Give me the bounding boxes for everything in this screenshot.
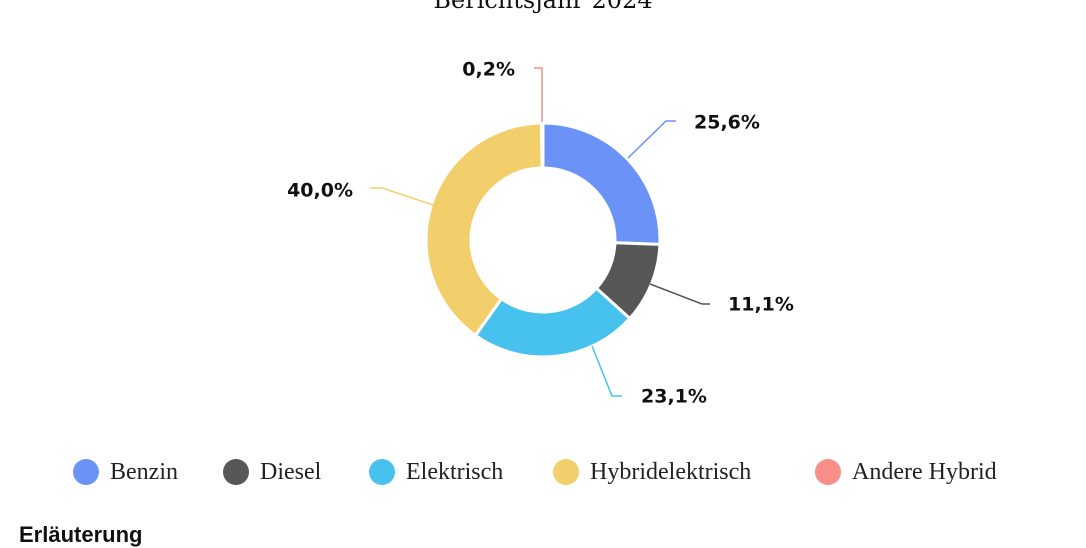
chart-title: Berichtsjahr 2024: [433, 0, 653, 14]
legend-label: Diesel: [260, 458, 322, 485]
leader-lines: [370, 67, 710, 397]
data-label: 23,1%: [641, 386, 707, 408]
leader-line: [627, 120, 676, 159]
data-label: 0,2%: [462, 59, 515, 81]
legend-item[interactable]: Elektrisch: [369, 452, 503, 492]
chart-legend: Benzin Diesel Elektrisch Hybridelektrisch An…: [0, 452, 1086, 492]
leader-line: [591, 345, 622, 397]
legend-swatch: [369, 459, 395, 485]
data-label: 25,6%: [694, 112, 760, 134]
leader-line: [370, 187, 434, 206]
legend-item[interactable]: Andere Hybrid: [815, 452, 997, 492]
section-heading: Erläuterung: [19, 522, 143, 547]
data-label: 11,1%: [728, 294, 794, 316]
data-labels: 25,6% 11,1% 23,1% 40,0% 0,2%: [287, 59, 794, 408]
legend-label: Elektrisch: [406, 458, 504, 485]
legend-label: Benzin: [110, 458, 178, 485]
slice-andere-hybrid[interactable]: [540, 121, 545, 170]
slice-benzin[interactable]: [541, 121, 662, 246]
legend-swatch: [73, 459, 99, 485]
legend-swatch: [553, 459, 579, 485]
legend-item[interactable]: Diesel: [223, 452, 321, 492]
donut-chart: 25,6% 11,1% 23,1% 40,0% 0,2%: [287, 59, 794, 408]
legend-item[interactable]: Hybridelektrisch: [553, 452, 751, 492]
legend-label: Hybridelektrisch: [590, 458, 752, 485]
legend-swatch: [815, 459, 841, 485]
slice-hybridelektrisch[interactable]: [424, 121, 544, 338]
legend-swatch: [223, 459, 249, 485]
legend-item[interactable]: Benzin: [73, 452, 178, 492]
leader-line: [534, 67, 543, 122]
donut-slices: [424, 121, 662, 359]
leader-line: [649, 283, 710, 305]
data-label: 40,0%: [287, 180, 353, 202]
legend-label: Andere Hybrid: [852, 458, 997, 485]
